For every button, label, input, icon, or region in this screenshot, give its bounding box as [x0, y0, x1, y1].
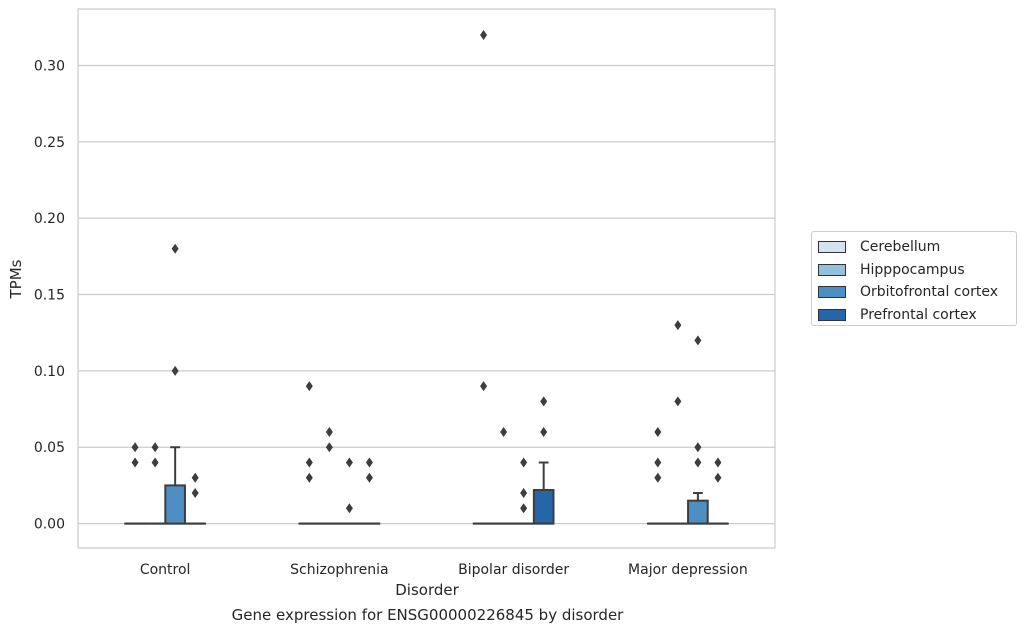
x-tick-label: Major depression [628, 562, 748, 578]
outlier-point [500, 426, 508, 437]
outlier-point [694, 442, 702, 453]
legend-item: Cerebellum [818, 236, 1010, 259]
outlier-point [520, 457, 528, 468]
box-body [532, 488, 555, 525]
outlier-point [480, 29, 488, 40]
legend-label: Orbitofrontal cortex [860, 284, 998, 301]
outlier-point [325, 426, 333, 437]
box-hipppocampus [144, 442, 166, 525]
box-prefrontal-cortex [532, 396, 555, 525]
y-tick-labels: 0.00 0.05 0.10 0.15 0.20 0.25 0.30 [34, 58, 65, 532]
outlier-point [694, 457, 702, 468]
x-axis-label: Disorder [395, 581, 459, 599]
box-hipppocampus [667, 320, 689, 525]
boxes [124, 29, 729, 525]
y-tick-label: 0.30 [34, 58, 65, 74]
box-orbitofrontal-cortex [687, 335, 709, 525]
outlier-point [151, 457, 159, 468]
outlier-point [171, 365, 179, 376]
outlier-point [480, 381, 488, 392]
outlier-point [325, 442, 333, 453]
legend-item: Orbitofrontal cortex [818, 281, 1010, 304]
outlier-point [191, 488, 199, 499]
x-tick-label: Bipolar disorder [458, 562, 569, 578]
outlier-point [714, 457, 722, 468]
outlier-point [345, 503, 353, 514]
box-hipppocampus [318, 426, 341, 525]
outlier-point [365, 472, 373, 483]
box-prefrontal-cortex [358, 457, 381, 525]
box-cerebellum [472, 29, 495, 525]
legend-label: Prefrontal cortex [860, 306, 977, 323]
outlier-point [131, 442, 139, 453]
box-orbitofrontal-cortex [164, 243, 186, 525]
legend-label: Hipppocampus [860, 261, 965, 278]
y-tick-label: 0.00 [34, 517, 65, 533]
box-hipppocampus [492, 426, 515, 525]
outlier-point [151, 442, 159, 453]
outlier-point [305, 381, 313, 392]
outlier-point [305, 472, 313, 483]
y-tick-label: 0.25 [34, 135, 65, 151]
y-axis-label: TPMs [7, 259, 25, 299]
box-prefrontal-cortex [707, 457, 729, 525]
outlier-point [654, 457, 662, 468]
box-orbitofrontal-cortex [338, 457, 361, 525]
box-cerebellum [646, 426, 669, 525]
legend-item: Prefrontal cortex [818, 304, 1010, 327]
legend: Cerebellum Hipppocampus Orbitofrontal cort… [811, 231, 1017, 326]
legend-label: Cerebellum [860, 239, 941, 256]
box-orbitofrontal-cortex [512, 457, 535, 525]
outlier-point [540, 396, 548, 407]
box-cerebellum [298, 381, 321, 525]
box-body [687, 499, 709, 525]
outlier-point [520, 503, 528, 514]
legend-swatch [818, 241, 846, 254]
box-prefrontal-cortex [184, 472, 207, 525]
outlier-point [131, 457, 139, 468]
y-tick-label: 0.20 [34, 211, 65, 227]
outlier-point [191, 472, 199, 483]
outlier-point [654, 472, 662, 483]
outlier-point [714, 472, 722, 483]
plot-frame [77, 8, 776, 549]
x-tick-label: Schizophrenia [290, 562, 388, 578]
outlier-point [654, 426, 662, 437]
legend-swatch [818, 263, 846, 276]
outlier-point [171, 243, 179, 254]
chart-caption: Gene expression for ENSG00000226845 by d… [231, 606, 624, 624]
outlier-point [694, 335, 702, 346]
outlier-point [305, 457, 313, 468]
outlier-point [540, 426, 548, 437]
gridlines [78, 64, 775, 525]
legend-swatch [818, 308, 846, 321]
legend-item: Hipppocampus [818, 259, 1010, 282]
outlier-point [345, 457, 353, 468]
outlier-point [520, 488, 528, 499]
box-body [164, 484, 186, 525]
x-tick-labels: Control Schizophrenia Bipolar disorder Majo… [140, 562, 748, 578]
outlier-point [674, 320, 682, 331]
legend-swatch [818, 286, 846, 299]
outlier-point [674, 396, 682, 407]
outlier-point [365, 457, 373, 468]
y-tick-label: 0.15 [34, 288, 65, 304]
box-cerebellum [124, 442, 146, 525]
x-tick-label: Control [140, 562, 191, 578]
y-tick-label: 0.10 [34, 364, 65, 380]
y-tick-label: 0.05 [34, 440, 65, 456]
